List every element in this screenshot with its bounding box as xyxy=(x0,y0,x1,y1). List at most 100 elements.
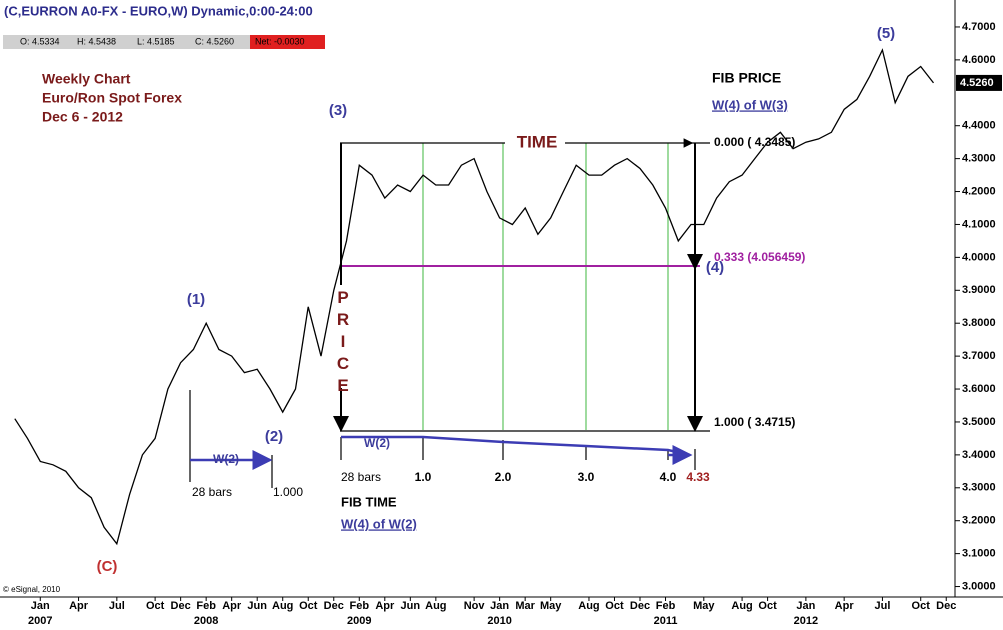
fib-time: 2.0 xyxy=(495,470,512,484)
bars-label: 28 bars xyxy=(192,485,232,499)
wave-label: (1) xyxy=(187,291,205,308)
year-label: 2009 xyxy=(347,615,371,627)
y-tick-label: 4.1000 xyxy=(962,218,996,230)
w2-label: W(2) xyxy=(213,452,239,466)
quote-net: Net: -0.0030 xyxy=(255,36,305,46)
x-tick-label: Oct xyxy=(299,600,318,612)
x-tick-label: Feb xyxy=(656,600,676,612)
x-tick-label: May xyxy=(540,600,562,612)
last-price-label: 4.5260 xyxy=(960,77,994,89)
x-tick-label: Oct xyxy=(912,600,931,612)
w2-label: W(2) xyxy=(364,436,390,450)
y-tick-label: 3.6000 xyxy=(962,383,996,395)
quote-open: O: 4.5334 xyxy=(20,36,60,46)
fib-drawing xyxy=(189,138,710,488)
chart-title: (C,EURRON A0-FX - EURO,W) Dynamic,0:00-2… xyxy=(4,3,313,18)
x-tick-label: Apr xyxy=(222,600,242,612)
x-tick-label: Jun xyxy=(247,600,267,612)
y-tick-label: 4.3000 xyxy=(962,153,996,165)
time-label: TIME xyxy=(517,132,558,151)
x-tick-label: Jul xyxy=(109,600,125,612)
y-tick-label: 3.7000 xyxy=(962,350,996,362)
bars-label: 28 bars xyxy=(341,470,381,484)
quote-close: C: 4.5260 xyxy=(195,36,234,46)
y-tick-label: 4.6000 xyxy=(962,54,996,66)
copyright: © eSignal, 2010 xyxy=(3,585,61,594)
net-box xyxy=(250,35,325,49)
x-tick-label: Aug xyxy=(731,600,752,612)
x-tick-label: Oct xyxy=(146,600,165,612)
fib-level: 1.000 ( 3.4715) xyxy=(714,415,795,429)
fib-price-sub: W(4) of W(3) xyxy=(712,97,788,112)
fib-time-sub: W(4) of W(2) xyxy=(341,516,417,531)
y-tick-label: 3.1000 xyxy=(962,548,996,560)
x-tick-label: Oct xyxy=(758,600,777,612)
annotations: Weekly Chart Euro/Ron Spot Forex Dec 6 -… xyxy=(3,25,895,594)
x-tick-label: Nov xyxy=(464,600,486,612)
tick xyxy=(340,437,696,470)
y-tick-label: 3.9000 xyxy=(962,284,996,296)
x-tick-label: Jun xyxy=(401,600,421,612)
wave-label: (C) xyxy=(97,558,118,575)
x-tick-label: May xyxy=(693,600,715,612)
fib-time-label: FIB TIME xyxy=(341,494,397,509)
y-tick-label: 4.2000 xyxy=(962,185,996,197)
x-tick-label: Jan xyxy=(31,600,50,612)
year-label: 2011 xyxy=(654,615,678,627)
note: Weekly Chart xyxy=(42,71,131,87)
year-label: 2012 xyxy=(794,615,818,627)
x-tick-label: Aug xyxy=(425,600,446,612)
fib-time: 4.0 xyxy=(660,470,677,484)
x-tick-label: Oct xyxy=(605,600,624,612)
x-tick-label: Feb xyxy=(196,600,216,612)
price-label: PRICE xyxy=(334,288,353,398)
x-tick-label: Aug xyxy=(272,600,293,612)
x-tick-label: Jan xyxy=(796,600,815,612)
fib-time: 1.000 xyxy=(273,485,303,499)
y-tick-label: 3.0000 xyxy=(962,580,996,592)
wave-label: (2) xyxy=(265,428,283,445)
time-path xyxy=(341,435,691,457)
fib-price-label: FIB PRICE xyxy=(712,70,781,86)
x-tick-label: Apr xyxy=(835,600,855,612)
year-label: 2008 xyxy=(194,615,218,627)
quote-high: H: 4.5438 xyxy=(77,36,116,46)
wave-label: (5) xyxy=(877,25,895,42)
fib-time: 1.0 xyxy=(415,470,432,484)
wave-label: (3) xyxy=(329,102,347,119)
y-tick-label: 4.7000 xyxy=(962,21,996,33)
x-tick-label: Jan xyxy=(490,600,509,612)
year-label: 2007 xyxy=(28,615,52,627)
x-tick-label: Dec xyxy=(324,600,344,612)
y-tick-label: 3.5000 xyxy=(962,416,996,428)
quote-low: L: 4.5185 xyxy=(137,36,175,46)
x-tick-label: Aug xyxy=(578,600,599,612)
y-tick-label: 3.4000 xyxy=(962,449,996,461)
x-tick-label: Mar xyxy=(515,600,535,612)
x-tick-label: Feb xyxy=(349,600,369,612)
y-tick-label: 4.0000 xyxy=(962,251,996,263)
y-tick-label: 3.2000 xyxy=(962,515,996,527)
note: Dec 6 - 2012 xyxy=(42,109,123,125)
note: Euro/Ron Spot Forex xyxy=(42,90,182,106)
y-tick-label: 4.4000 xyxy=(962,120,996,132)
wave-label: (4) xyxy=(706,259,724,276)
price-line xyxy=(14,48,935,546)
quote-bar xyxy=(3,35,325,49)
y-tick-label: 3.3000 xyxy=(962,482,996,494)
x-tick-label: Apr xyxy=(375,600,395,612)
fib-level: 0.000 ( 4.3485) xyxy=(714,135,795,149)
x-tick-label: Dec xyxy=(630,600,650,612)
fib-level: 0.333 (4.056459) xyxy=(714,250,805,264)
x-tick-label: Dec xyxy=(171,600,191,612)
x-tick-label: Jul xyxy=(874,600,890,612)
fib-time: 3.0 xyxy=(578,470,595,484)
year-label: 2010 xyxy=(487,615,511,627)
y-tick-label: 3.8000 xyxy=(962,317,996,329)
last-price-box xyxy=(956,74,1002,91)
fib-time: 4.33 xyxy=(686,470,710,484)
x-tick-label: Dec xyxy=(936,600,956,612)
